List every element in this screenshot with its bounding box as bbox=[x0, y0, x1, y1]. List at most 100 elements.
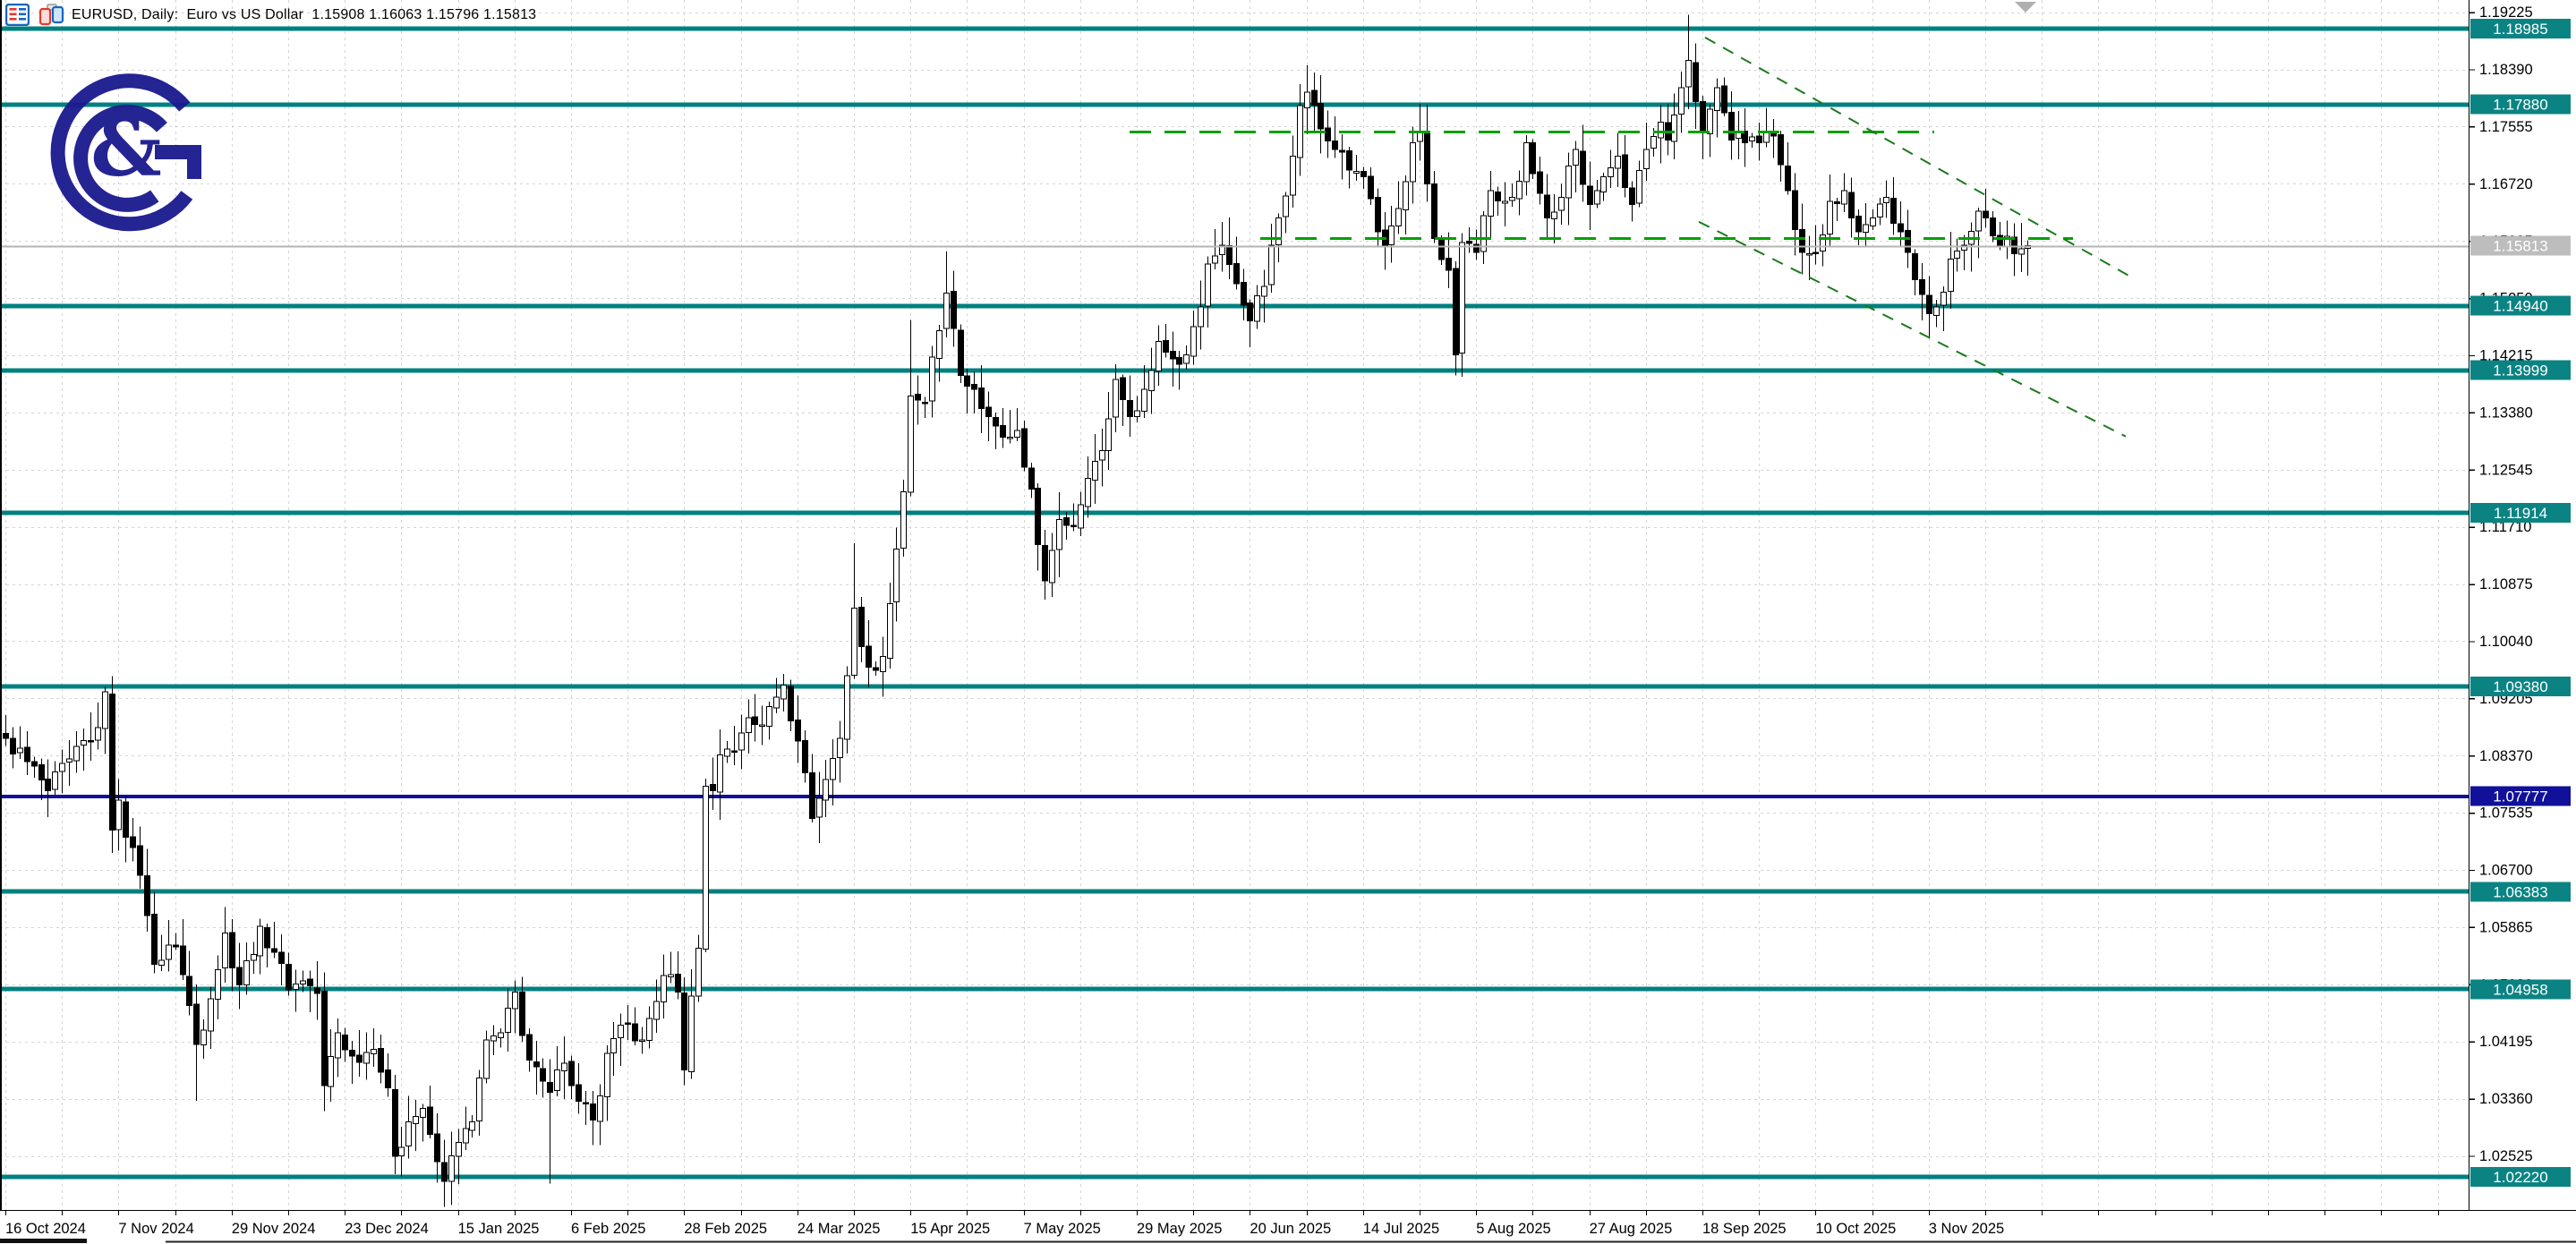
current-price-label-text: 1.15813 bbox=[2493, 238, 2547, 255]
candle bbox=[24, 731, 30, 776]
candle bbox=[936, 325, 943, 382]
candle bbox=[300, 970, 306, 993]
current-price-label-bg bbox=[2470, 235, 2571, 256]
candle-body bbox=[978, 388, 985, 409]
candle bbox=[1283, 192, 1289, 234]
candle-body bbox=[625, 1022, 631, 1026]
candle-body bbox=[1983, 210, 1989, 219]
candle bbox=[533, 1041, 540, 1095]
candle bbox=[1898, 201, 1904, 248]
candle-body bbox=[1318, 102, 1324, 130]
candle bbox=[1176, 351, 1182, 390]
candle bbox=[1600, 173, 1607, 201]
candle-body bbox=[1615, 156, 1621, 169]
candle bbox=[1792, 173, 1798, 256]
candle bbox=[1395, 181, 1402, 234]
level-price-label[interactable]: 1.09380 bbox=[2470, 677, 2571, 696]
candle-body bbox=[1643, 149, 1650, 169]
candle-body bbox=[759, 724, 765, 727]
candle-body bbox=[1685, 60, 1692, 88]
candle-body bbox=[1806, 252, 1813, 256]
x-date-label: 7 May 2025 bbox=[1024, 1221, 1101, 1237]
candle bbox=[844, 666, 850, 754]
level-price-label[interactable]: 1.14940 bbox=[2470, 295, 2571, 316]
y-tick-label: 1.05865 bbox=[2479, 919, 2533, 935]
candle bbox=[392, 1074, 398, 1174]
depth-of-market-icon[interactable] bbox=[4, 3, 30, 27]
level-price-label[interactable]: 1.18985 bbox=[2470, 19, 2571, 38]
candle bbox=[1438, 234, 1445, 265]
candle-body bbox=[710, 784, 716, 791]
candle bbox=[1685, 14, 1692, 110]
candle bbox=[1813, 225, 1819, 265]
candle-body bbox=[1658, 121, 1664, 139]
current-price-label[interactable]: 1.15813 bbox=[2470, 235, 2571, 256]
y-axis-ticks[interactable]: 1.192251.183901.175551.167201.158851.150… bbox=[2469, 4, 2533, 1164]
y-tick-label: 1.03360 bbox=[2479, 1091, 2533, 1107]
level-price-label[interactable]: 1.06383 bbox=[2470, 882, 2571, 902]
candle bbox=[1134, 396, 1140, 422]
candle-body bbox=[483, 1039, 490, 1079]
candle-body bbox=[1346, 150, 1352, 171]
candle-body bbox=[1848, 192, 1855, 218]
x-date-label: 20 Jun 2025 bbox=[1250, 1221, 1331, 1237]
candle-body bbox=[173, 944, 179, 948]
candle-body bbox=[180, 945, 186, 976]
candle-body bbox=[378, 1048, 384, 1073]
candle bbox=[1000, 407, 1006, 448]
candle bbox=[17, 726, 23, 759]
candle-body bbox=[115, 799, 122, 831]
level-price-label[interactable]: 1.07777 bbox=[2470, 786, 2571, 806]
candle bbox=[1848, 177, 1855, 238]
h-scrollbar-thumb[interactable] bbox=[0, 1239, 87, 1243]
candle-body bbox=[123, 801, 129, 838]
candle-body bbox=[144, 874, 150, 916]
candle-body bbox=[1241, 282, 1247, 306]
candle bbox=[95, 703, 101, 750]
candle bbox=[385, 1053, 391, 1097]
candle-body bbox=[610, 1038, 617, 1053]
candle-body bbox=[456, 1142, 462, 1157]
candle-body bbox=[1070, 524, 1077, 528]
one-click-trading-icon[interactable] bbox=[38, 4, 64, 26]
candle-body bbox=[1671, 115, 1677, 142]
candle-body bbox=[1395, 208, 1402, 226]
candle bbox=[1410, 126, 1416, 204]
x-axis-ticks[interactable]: 16 Oct 2024 7 Nov 2024 29 Nov 2024 23 Dec 2… bbox=[4, 1210, 2440, 1237]
y-tick-label: 1.11710 bbox=[2479, 519, 2531, 535]
level-price-label[interactable]: 1.11914 bbox=[2470, 503, 2571, 524]
descending-channel-line[interactable] bbox=[1698, 220, 2127, 438]
candle bbox=[420, 1103, 426, 1142]
candle-body bbox=[554, 1069, 560, 1092]
candle bbox=[1749, 132, 1755, 148]
candle bbox=[469, 1114, 475, 1137]
level-price-label[interactable]: 1.17880 bbox=[2470, 94, 2571, 115]
candle bbox=[1105, 391, 1112, 471]
candle-body bbox=[1721, 85, 1727, 114]
candle bbox=[1028, 462, 1035, 498]
candle-body bbox=[1813, 251, 1819, 254]
candle bbox=[1806, 235, 1813, 281]
candle bbox=[200, 1019, 207, 1059]
candle bbox=[547, 1059, 553, 1184]
chart-shift-marker-icon[interactable] bbox=[2015, 2, 2036, 13]
candle bbox=[1523, 135, 1530, 196]
candle-body bbox=[1841, 190, 1847, 205]
candle bbox=[1919, 262, 1925, 321]
candle-body bbox=[1438, 239, 1445, 260]
candle-body bbox=[1480, 215, 1487, 252]
candle-body bbox=[1156, 340, 1162, 371]
price-axis-area[interactable] bbox=[2469, 0, 2576, 1244]
candle-body bbox=[1141, 388, 1147, 413]
level-price-label[interactable]: 1.04958 bbox=[2470, 979, 2571, 1000]
candle-body bbox=[922, 401, 928, 405]
candle-body bbox=[993, 417, 999, 427]
level-price-label[interactable]: 1.13999 bbox=[2470, 360, 2571, 380]
candle-body bbox=[802, 740, 808, 773]
candle bbox=[434, 1113, 440, 1183]
candle-body bbox=[823, 779, 829, 801]
level-price-label[interactable]: 1.02220 bbox=[2470, 1166, 2571, 1187]
candle-body bbox=[958, 329, 964, 377]
y-tick-label: 1.18390 bbox=[2479, 62, 2533, 78]
